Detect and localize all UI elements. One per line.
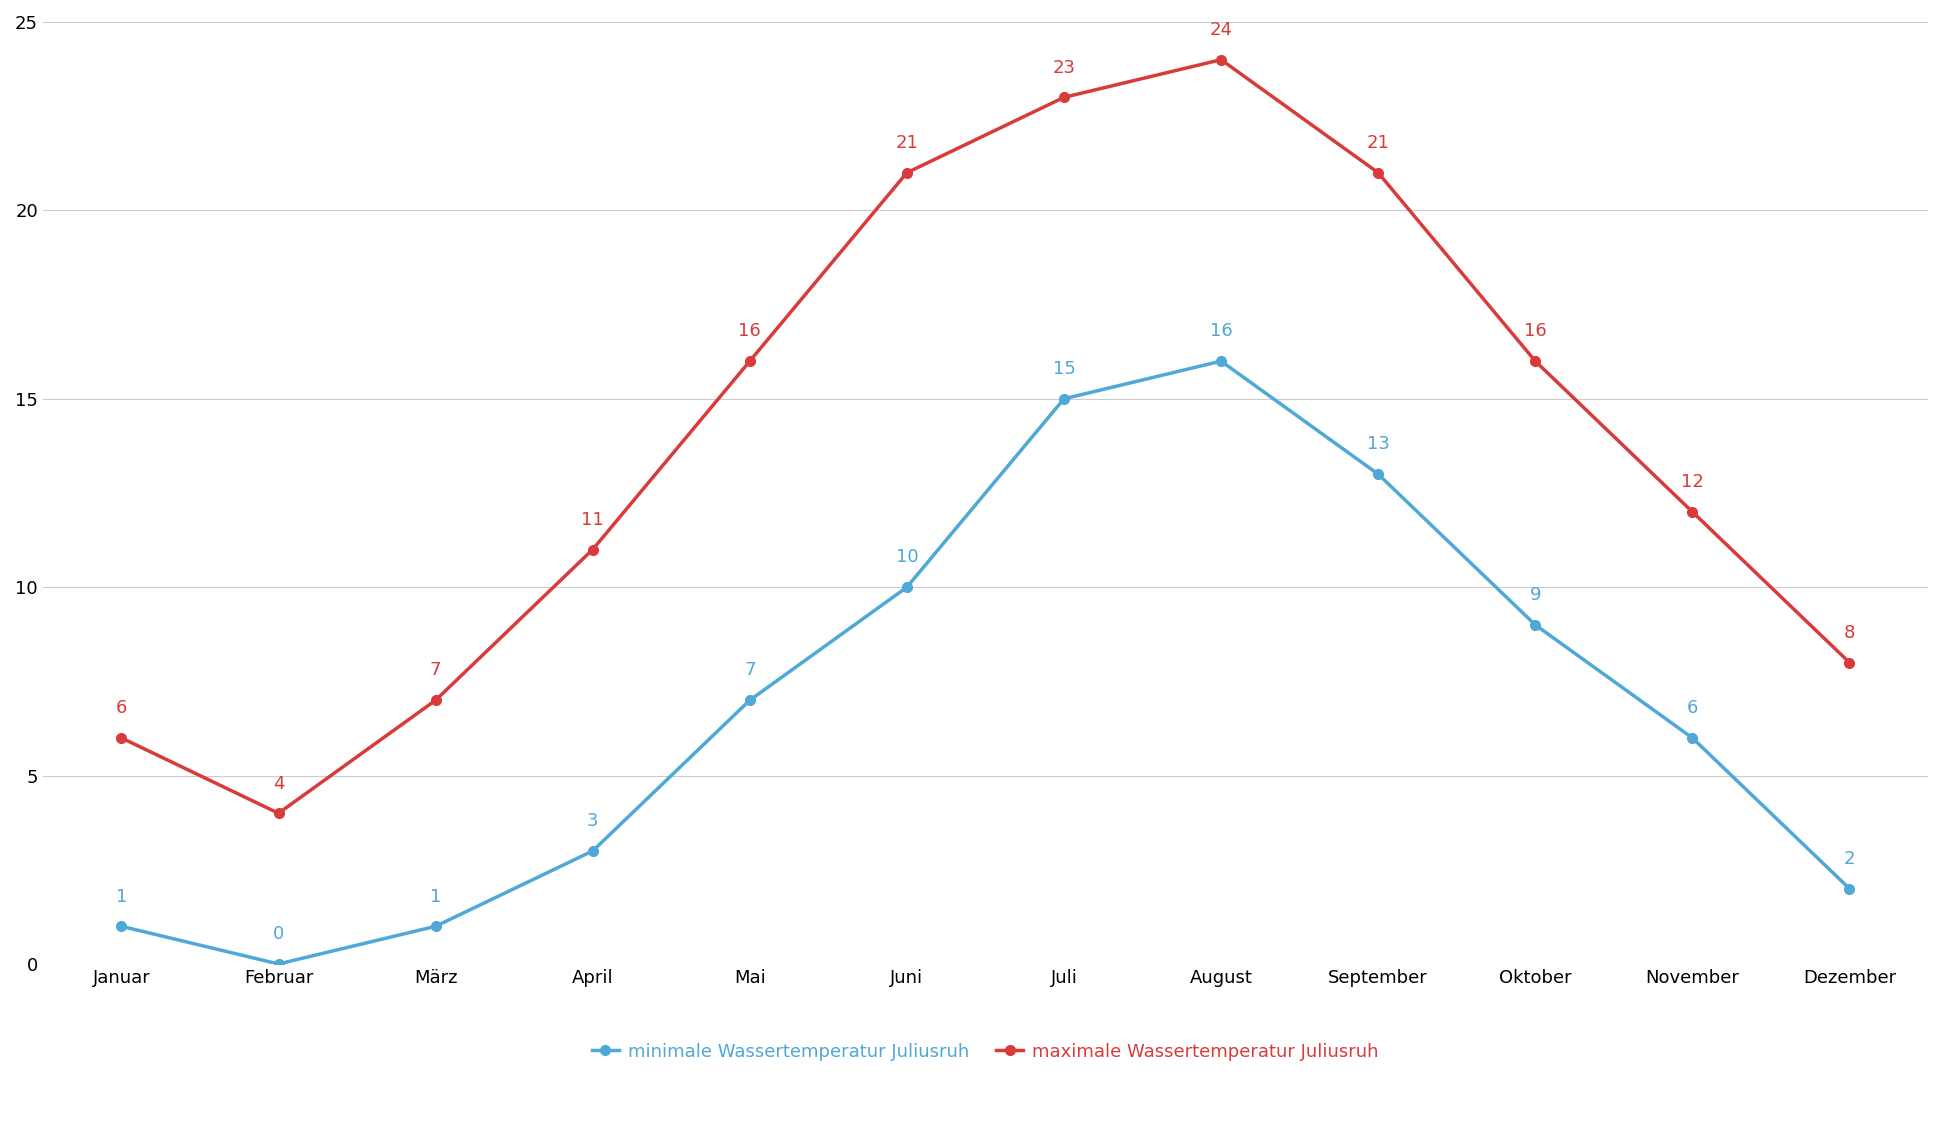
Text: 11: 11 (581, 511, 604, 529)
maximale Wassertemperatur Juliusruh (1681, 506, 1704, 519)
Text: 4: 4 (272, 775, 284, 793)
Text: 12: 12 (1681, 473, 1704, 491)
minimale Wassertemperatur Juliusruh (896, 580, 919, 594)
Text: 2: 2 (1844, 849, 1856, 867)
Line: minimale Wassertemperatur Juliusruh: minimale Wassertemperatur Juliusruh (117, 356, 1854, 969)
Text: 21: 21 (896, 133, 919, 152)
minimale Wassertemperatur Juliusruh (738, 693, 762, 707)
minimale Wassertemperatur Juliusruh (1053, 392, 1076, 406)
minimale Wassertemperatur Juliusruh (581, 844, 604, 857)
minimale Wassertemperatur Juliusruh (1681, 731, 1704, 744)
Text: 24: 24 (1210, 21, 1232, 38)
Text: 16: 16 (1210, 322, 1232, 340)
Text: 3: 3 (587, 812, 598, 830)
maximale Wassertemperatur Juliusruh (1053, 90, 1076, 104)
maximale Wassertemperatur Juliusruh (1523, 354, 1547, 368)
Text: 7: 7 (429, 662, 441, 680)
maximale Wassertemperatur Juliusruh (1366, 166, 1389, 180)
maximale Wassertemperatur Juliusruh (109, 731, 132, 744)
maximale Wassertemperatur Juliusruh (896, 166, 919, 180)
maximale Wassertemperatur Juliusruh (1209, 53, 1232, 67)
Text: 0: 0 (272, 925, 284, 943)
Text: 6: 6 (1687, 699, 1698, 717)
Text: 1: 1 (117, 888, 126, 906)
Text: 7: 7 (744, 662, 756, 680)
maximale Wassertemperatur Juliusruh (1838, 656, 1861, 670)
minimale Wassertemperatur Juliusruh (1523, 618, 1547, 631)
Text: 21: 21 (1366, 133, 1389, 152)
minimale Wassertemperatur Juliusruh (266, 957, 290, 970)
Text: 8: 8 (1844, 624, 1856, 641)
minimale Wassertemperatur Juliusruh (109, 920, 132, 933)
Text: 6: 6 (117, 699, 126, 717)
Line: maximale Wassertemperatur Juliusruh: maximale Wassertemperatur Juliusruh (117, 54, 1854, 818)
maximale Wassertemperatur Juliusruh (738, 354, 762, 368)
Text: 13: 13 (1366, 435, 1389, 454)
minimale Wassertemperatur Juliusruh (424, 920, 447, 933)
Text: 1: 1 (429, 888, 441, 906)
Text: 9: 9 (1529, 586, 1541, 604)
minimale Wassertemperatur Juliusruh (1366, 467, 1389, 481)
Text: 16: 16 (738, 322, 762, 340)
Legend: minimale Wassertemperatur Juliusruh, maximale Wassertemperatur Juliusruh: minimale Wassertemperatur Juliusruh, max… (585, 1036, 1385, 1068)
maximale Wassertemperatur Juliusruh (424, 693, 447, 707)
maximale Wassertemperatur Juliusruh (581, 543, 604, 556)
minimale Wassertemperatur Juliusruh (1209, 354, 1232, 368)
minimale Wassertemperatur Juliusruh (1838, 882, 1861, 896)
Text: 16: 16 (1523, 322, 1547, 340)
Text: 10: 10 (896, 549, 919, 567)
maximale Wassertemperatur Juliusruh (266, 806, 290, 820)
Text: 15: 15 (1053, 360, 1074, 378)
Text: 23: 23 (1053, 59, 1076, 77)
